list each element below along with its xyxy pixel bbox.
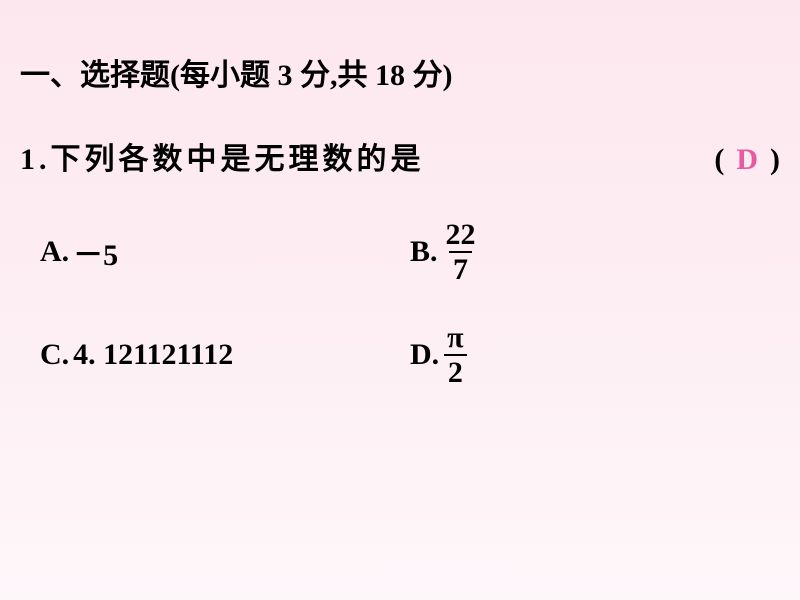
option-a-value: －5 xyxy=(73,230,118,274)
option-b-numerator: 22 xyxy=(442,218,480,251)
option-d-fraction: π 2 xyxy=(443,321,467,389)
options-block: A. －5 B. 22 7 C. 4. 121121112 D. π 2 xyxy=(20,218,780,389)
option-d-denominator: 2 xyxy=(444,354,467,389)
paren-right: ) xyxy=(770,143,780,177)
option-b-denominator: 7 xyxy=(449,251,472,286)
option-b: B. 22 7 xyxy=(410,218,780,286)
section-header: 一、选择题(每小题 3 分,共 18 分) xyxy=(20,50,780,94)
answer-paren: ( D ) xyxy=(714,143,780,177)
option-c-label: C. xyxy=(40,338,69,372)
option-a: A. －5 xyxy=(40,230,410,274)
option-d-label: D. xyxy=(410,338,439,372)
content-area: 一、选择题(每小题 3 分,共 18 分) 1.下列各数中是无理数的是 ( D … xyxy=(20,50,780,424)
option-b-fraction: 22 7 xyxy=(442,218,480,286)
option-d: D. π 2 xyxy=(410,321,780,389)
question-body: 下列各数中是无理数的是 xyxy=(51,143,425,176)
question-line: 1.下列各数中是无理数的是 ( D ) xyxy=(20,134,780,178)
option-b-label: B. xyxy=(410,235,438,269)
question-number: 1. xyxy=(20,143,51,176)
option-a-label: A. xyxy=(40,235,69,269)
answer-letter: D xyxy=(736,143,758,177)
paren-left: ( xyxy=(714,143,724,177)
option-row-1: A. －5 B. 22 7 xyxy=(40,218,780,286)
option-d-numerator: π xyxy=(443,321,467,354)
option-c-value: 4. 121121112 xyxy=(73,338,233,372)
option-c: C. 4. 121121112 xyxy=(40,338,410,372)
option-row-2: C. 4. 121121112 D. π 2 xyxy=(40,321,780,389)
question-text: 1.下列各数中是无理数的是 xyxy=(20,134,714,178)
